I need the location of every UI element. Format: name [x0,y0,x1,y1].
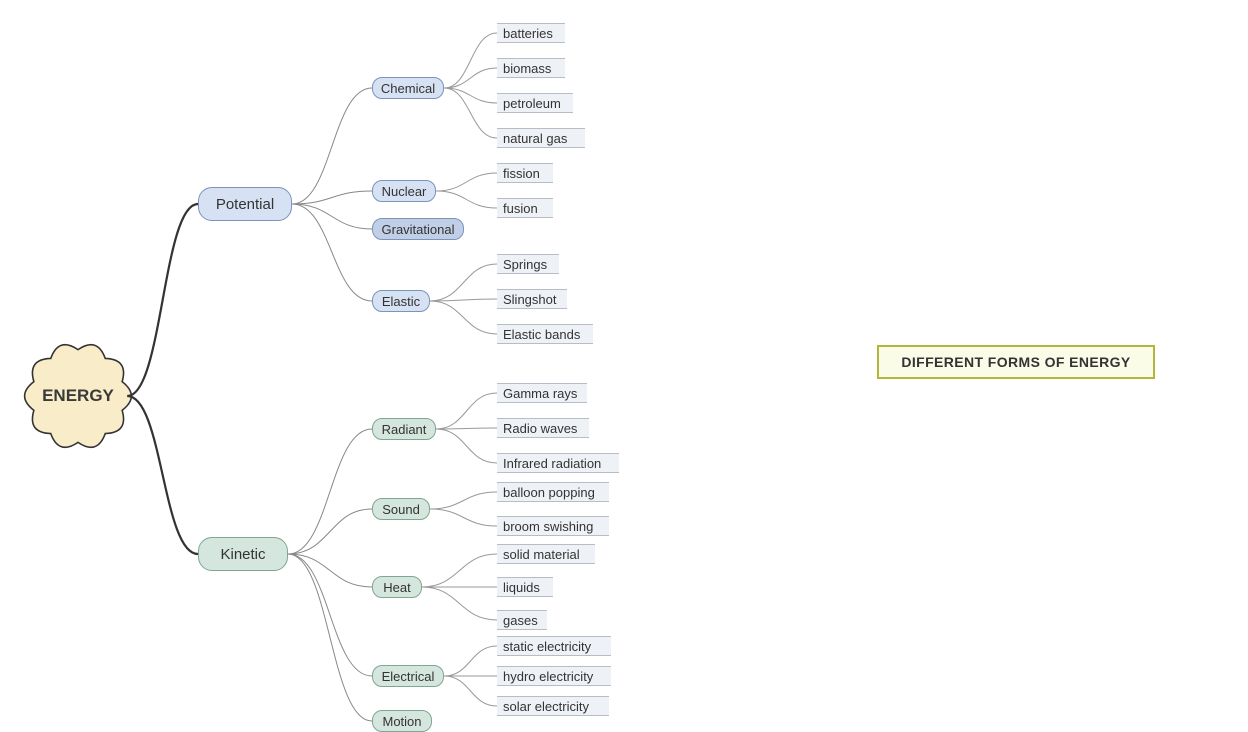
radiant-leaf-0: Gamma rays [497,383,587,403]
gravitational-node: Gravitational [372,218,464,240]
kinetic-node: Kinetic [198,537,288,571]
chemical-node: Chemical [372,77,444,99]
elastic-leaf-0: Springs [497,254,559,274]
elastic-leaf-1: Slingshot [497,289,567,309]
elastic-node: Elastic [372,290,430,312]
motion-node: Motion [372,710,432,732]
chemical-leaf-3: natural gas [497,128,585,148]
nuclear-leaf-0: fission [497,163,553,183]
radiant-node: Radiant [372,418,436,440]
sound-leaf-1: broom swishing [497,516,609,536]
electrical-leaf-0: static electricity [497,636,611,656]
heat-leaf-2: gases [497,610,547,630]
elastic-leaf-2: Elastic bands [497,324,593,344]
title-text: DIFFERENT FORMS OF ENERGY [901,354,1130,370]
sound-node: Sound [372,498,430,520]
heat-leaf-1: liquids [497,577,553,597]
title-box: DIFFERENT FORMS OF ENERGY [877,345,1155,379]
chemical-leaf-1: biomass [497,58,565,78]
chemical-leaf-2: petroleum [497,93,573,113]
heat-leaf-0: solid material [497,544,595,564]
electrical-node: Electrical [372,665,444,687]
heat-node: Heat [372,576,422,598]
radiant-leaf-1: Radio waves [497,418,589,438]
chemical-leaf-0: batteries [497,23,565,43]
electrical-leaf-1: hydro electricity [497,666,611,686]
electrical-leaf-2: solar electricity [497,696,609,716]
root-node: ENERGY [20,382,136,410]
radiant-leaf-2: Infrared radiation [497,453,619,473]
sound-leaf-0: balloon popping [497,482,609,502]
potential-node: Potential [198,187,292,221]
nuclear-node: Nuclear [372,180,436,202]
nuclear-leaf-1: fusion [497,198,553,218]
